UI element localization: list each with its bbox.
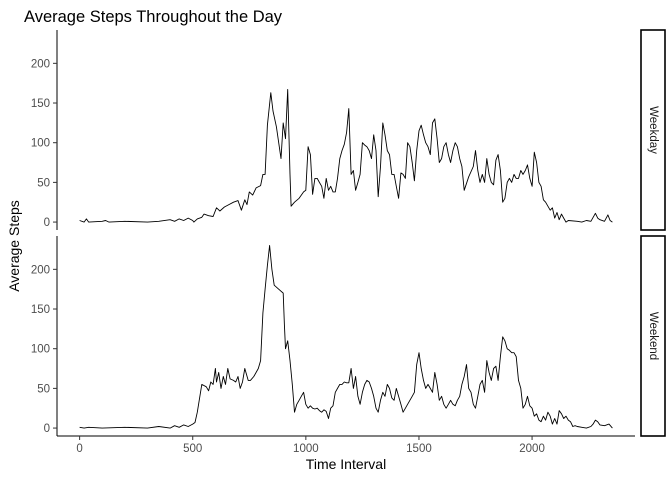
weekend-y-tick-label: 50 [37, 383, 50, 395]
weekday-y-tick-label: 0 [44, 217, 50, 229]
weekend-y-tick-label: 200 [31, 264, 50, 276]
weekend-y-tick-label: 0 [44, 423, 50, 435]
x-tick-label: 2000 [519, 443, 545, 455]
weekday-y-tick-label: 200 [31, 58, 50, 70]
weekend-series-line [79, 245, 613, 429]
weekday-y-tick-label: 150 [31, 98, 50, 110]
y-axis-title: Average Steps [6, 200, 22, 292]
x-tick-label: 1000 [293, 443, 319, 455]
weekend-y-tick-label: 100 [31, 344, 50, 356]
x-tick-label: 1500 [406, 443, 432, 455]
weekday-strip-label: Weekday [647, 106, 659, 154]
x-tick-label: 0 [76, 443, 82, 455]
weekday-y-tick-label: 50 [37, 177, 50, 189]
x-tick-label: 500 [183, 443, 202, 455]
weekend-y-tick-label: 150 [31, 304, 50, 316]
weekday-y-tick-label: 100 [31, 138, 50, 150]
chart-title: Average Steps Throughout the Day [24, 8, 283, 26]
weekday-series-line [79, 89, 613, 223]
weekend-strip-label: Weekend [647, 312, 659, 360]
weekend-strip [640, 235, 666, 437]
x-axis-title: Time Interval [306, 456, 386, 472]
weekday-strip [640, 29, 666, 231]
